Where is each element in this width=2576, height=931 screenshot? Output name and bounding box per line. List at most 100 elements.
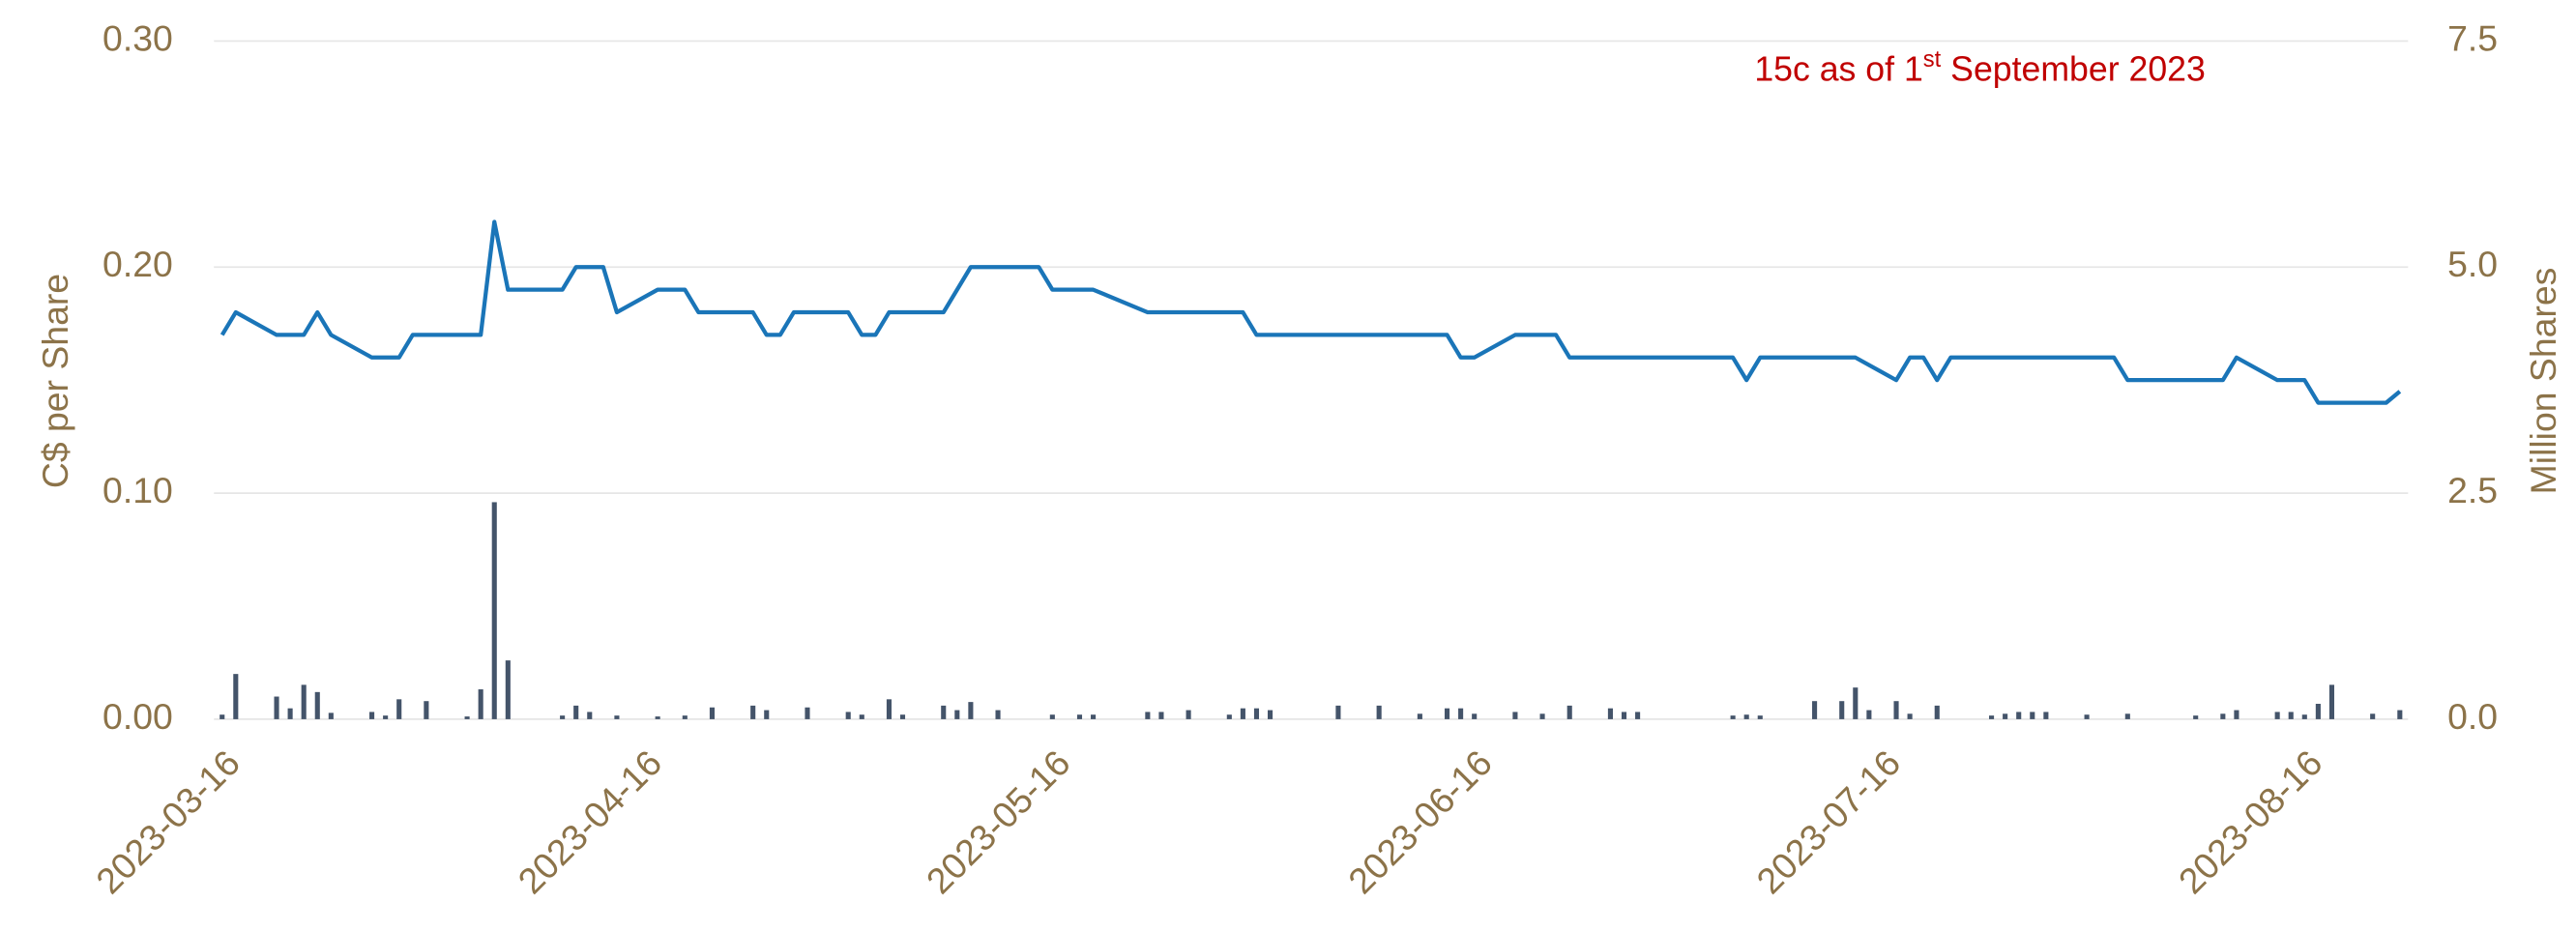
volume-bar: [1757, 715, 1763, 719]
y2-tick-label: 7.5: [2447, 17, 2498, 58]
volume-bar: [2234, 710, 2239, 719]
x-tick-label: 2023-05-16: [919, 742, 1078, 902]
volume-bar: [1743, 714, 1749, 719]
volume-bar: [2397, 710, 2403, 719]
volume-bar: [301, 684, 307, 719]
volume-bar: [2030, 712, 2035, 719]
volume-bar: [709, 707, 715, 719]
y2-tick-label: 2.5: [2447, 470, 2498, 510]
volume-bar: [1989, 715, 1995, 719]
volume-bar: [2084, 714, 2090, 719]
y2-tick-label: 5.0: [2447, 244, 2498, 284]
volume-bar: [1893, 701, 1899, 719]
volume-bar: [1934, 705, 1940, 719]
volume-bar: [1472, 713, 1478, 719]
volume-bar: [682, 715, 688, 719]
volume-bar: [464, 716, 470, 719]
volume-bar: [1907, 713, 1913, 719]
volume-bar: [845, 712, 851, 719]
volume-bar: [750, 705, 756, 719]
y-tick-label: 0.20: [102, 244, 173, 284]
annotation-superscript: st: [1923, 46, 1942, 73]
annotation: 15c as of 1st September 2023: [1754, 46, 2205, 89]
volume-bar: [2193, 715, 2199, 719]
annotation-part: September 2023: [1941, 50, 2206, 89]
volume-bar: [2315, 704, 2321, 719]
volume-bar: [2220, 713, 2226, 719]
volume-bar: [1158, 712, 1164, 719]
volume-bar: [1839, 701, 1845, 719]
volume-bar: [655, 716, 660, 719]
volume-bar: [1539, 713, 1545, 719]
y-tick-label: 0.00: [102, 696, 173, 737]
x-tick-label: 2023-03-16: [88, 742, 248, 902]
volume-bar: [859, 714, 864, 719]
volume-bar: [1091, 714, 1097, 719]
y-tick-label: 0.10: [102, 470, 173, 510]
volume-bar: [491, 502, 497, 719]
volume-bar: [2301, 714, 2307, 719]
annotation-part: 15c as of 1: [1754, 50, 1922, 89]
price-line: [220, 219, 2402, 405]
volume-bar: [560, 715, 566, 719]
volume-bar: [2043, 712, 2049, 719]
volume-bar: [1730, 715, 1736, 719]
y-axis-label: C$ per Share: [35, 274, 75, 488]
volume-bar: [1812, 701, 1818, 719]
volume-bar: [1145, 712, 1151, 719]
volume-bar: [886, 699, 892, 719]
volume-bar: [1635, 712, 1641, 719]
volume-bar: [2288, 712, 2294, 719]
volume-bar: [2124, 713, 2130, 719]
volume-bar: [274, 696, 279, 719]
volume-bar: [1866, 710, 1872, 719]
y2-axis-label: Million Shares: [2523, 268, 2563, 495]
volume-bar: [287, 708, 293, 719]
volume-bar: [2003, 713, 2008, 719]
volume-bar: [314, 691, 320, 719]
volume-bar: [968, 702, 974, 719]
x-tick-label: 2023-06-16: [1340, 742, 1500, 902]
x-tick-label: 2023-07-16: [1748, 742, 1908, 902]
volume-bar: [573, 705, 579, 719]
volume-bar: [383, 715, 389, 719]
volume-bar: [587, 712, 593, 719]
volume-bar: [899, 714, 906, 719]
volume-bar: [328, 713, 334, 719]
x-tick-label: 2023-08-16: [2171, 742, 2330, 902]
volume-bar: [805, 707, 810, 719]
volume-bar: [369, 712, 375, 719]
volume-bar: [1566, 705, 1572, 719]
volume-bar: [2328, 684, 2334, 719]
volume-bar: [1512, 712, 1518, 719]
volume-bar: [1226, 714, 1232, 719]
volume-bar: [505, 660, 511, 719]
volume-bar: [1240, 708, 1245, 719]
volume-bar: [1049, 714, 1055, 719]
x-tick-label: 2023-04-16: [510, 742, 669, 902]
volume-bar: [1853, 687, 1859, 719]
volume-bar: [941, 705, 947, 719]
volume-bar: [614, 715, 620, 719]
y2-tick-label: 0.0: [2447, 696, 2498, 737]
volume-bar: [1253, 708, 1260, 719]
volume-bar: [424, 701, 429, 719]
volume-bar: [1076, 714, 1083, 719]
volume-bar: [1607, 708, 1613, 719]
y-tick-label: 0.30: [102, 17, 173, 58]
volume-bar: [220, 714, 225, 719]
volume-bar: [995, 710, 1001, 719]
volume-bar: [1268, 710, 1273, 719]
volume-bar: [1335, 705, 1341, 719]
volume-bar: [2016, 712, 2022, 719]
volume-bar: [1376, 705, 1382, 719]
volume-bar: [2370, 713, 2376, 719]
volume-bar: [1444, 708, 1450, 719]
volume-bar: [1621, 712, 1627, 719]
volume-bar: [2274, 712, 2280, 719]
volume-bar: [233, 674, 239, 719]
volume-bar: [396, 699, 402, 719]
volume-bar: [1417, 713, 1422, 719]
volume-bar: [954, 710, 960, 719]
